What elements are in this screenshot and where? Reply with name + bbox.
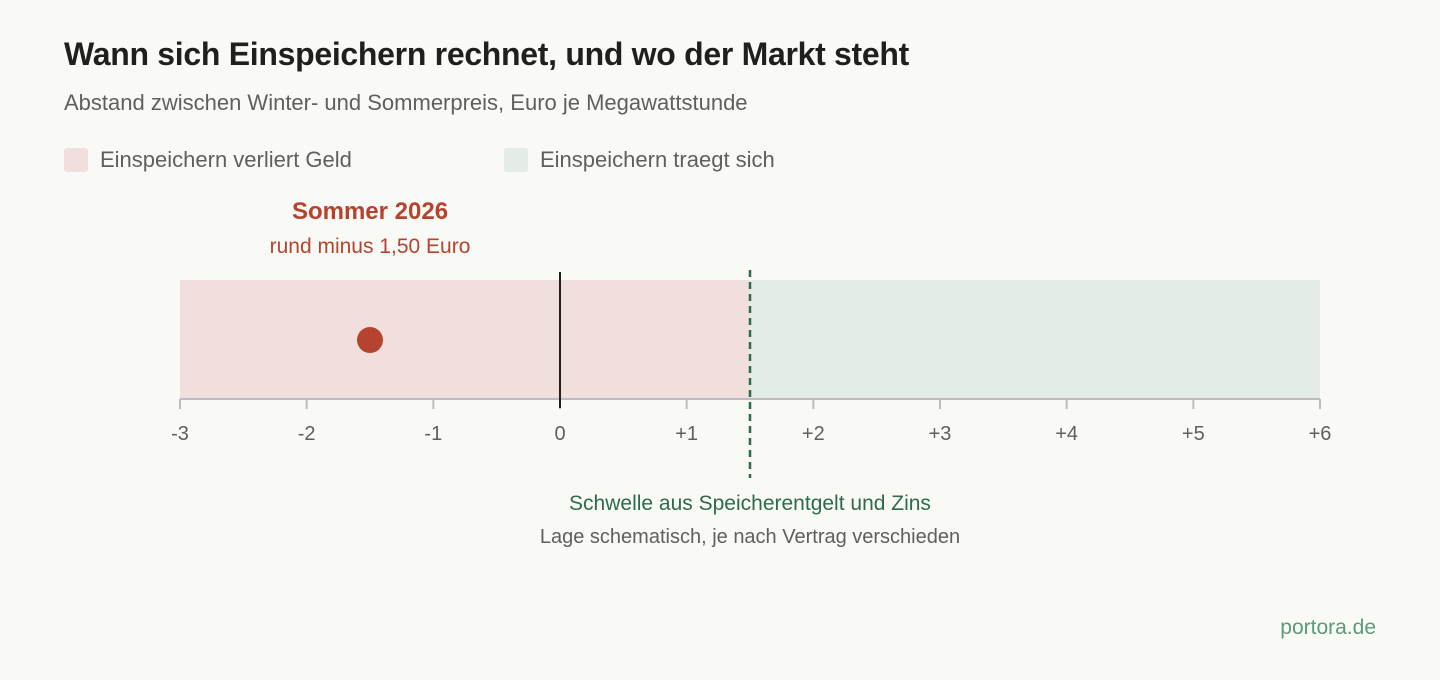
x-tick-label-7: +4 (1055, 423, 1078, 445)
legend-item-gain: Einspeichern traegt sich (504, 146, 775, 174)
legend-label-gain: Einspeichern traegt sich (540, 147, 775, 172)
legend-swatch-gain (504, 148, 528, 172)
x-tick-label-8: +5 (1182, 423, 1205, 445)
legend-label-loss: Einspeichern verliert Geld (100, 147, 352, 172)
chart-title: Wann sich Einspeichern rechnet, und wo d… (64, 36, 909, 72)
chart-subtitle: Abstand zwischen Winter- und Sommerpreis… (64, 90, 748, 115)
data-point-label-0: Sommer 2026 (292, 198, 448, 225)
x-tick-label-2: -1 (424, 423, 442, 445)
source-credit: portora.de (1280, 616, 1376, 639)
x-tick-label-1: -2 (298, 423, 316, 445)
data-point-0 (357, 327, 383, 353)
x-tick-label-6: +3 (929, 423, 952, 445)
legend-swatch-loss (64, 148, 88, 172)
region-gain (750, 280, 1320, 398)
x-tick-label-5: +2 (802, 423, 825, 445)
x-tick-label-0: -3 (171, 423, 189, 445)
threshold-label: Schwelle aus Speicherentgelt und Zins (569, 492, 931, 515)
legend-item-loss: Einspeichern verliert Geld (64, 146, 352, 174)
x-tick-label-4: +1 (675, 423, 698, 445)
region-loss (180, 280, 750, 398)
x-tick-label-9: +6 (1309, 423, 1332, 445)
data-point-annotation-0: rund minus 1,50 Euro (270, 235, 471, 258)
threshold-note: Lage schematisch, je nach Vertrag versch… (540, 526, 960, 548)
x-tick-label-3: 0 (554, 423, 565, 445)
